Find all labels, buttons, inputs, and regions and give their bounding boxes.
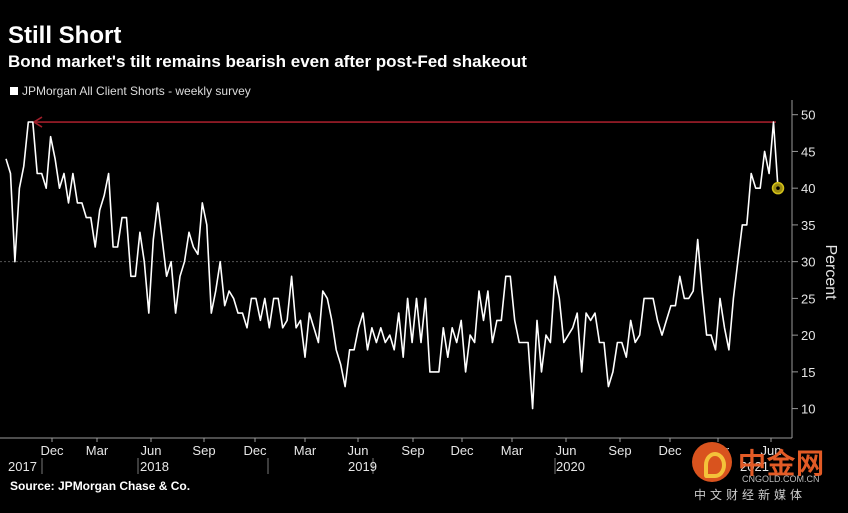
x-tick-label: Sep [401,443,424,458]
year-label: 2021 [740,459,769,474]
x-tick-label: Mar [501,443,524,458]
watermark-name: 中金网 [738,448,826,479]
reference-arrow-icon [32,116,43,128]
x-tick-label: Jun [556,443,577,458]
chart-title: Still Short [8,22,122,49]
y-tick-label: 40 [801,181,815,196]
watermark-tagline: 中文财经新媒体 [694,488,807,502]
y-tick-label: 20 [801,328,815,343]
cngold-logo-icon [692,442,732,482]
legend-swatch [10,87,18,95]
x-tick-label: Mar [86,443,109,458]
year-label: 2018 [140,459,169,474]
x-axis: DecMarJunSepDecMarJunSepDecMarJunSepDecM… [0,437,792,474]
x-tick-label: Dec [40,443,64,458]
y-axis: 10 15 20 25 30 35 40 45 50 [791,100,815,438]
y-tick-label: 30 [801,255,815,270]
x-tick-label: Sep [608,443,631,458]
x-tick-label: Mar [294,443,317,458]
source-note: Source: JPMorgan Chase & Co. [10,479,191,493]
watermark-url: CNGOLD.COM.CN [742,474,820,484]
x-tick-label: Jun [348,443,369,458]
y-tick-label: 50 [801,108,815,123]
series-group [5,121,785,410]
series-line-all-client-shorts [5,121,779,410]
x-tick-label: Dec [243,443,267,458]
year-label: 2017 [8,459,37,474]
x-tick-label: Dec [658,443,682,458]
y-tick-label: 15 [801,365,815,380]
y-tick-label: 10 [801,402,815,417]
y-tick-label: 35 [801,218,815,233]
latest-point-dot [776,186,780,190]
x-tick-label: Sep [192,443,215,458]
chart-subtitle: Bond market's tilt remains bearish even … [8,52,527,71]
reference-line-group [32,116,776,128]
y-tick-label: 25 [801,291,815,306]
y-tick-label: 45 [801,144,815,159]
legend-label: JPMorgan All Client Shorts - weekly surv… [22,84,251,98]
year-label: 2020 [556,459,585,474]
x-tick-label: Jun [761,443,782,458]
watermark: 中金网 CNGOLD.COM.CN 中文财经新媒体 [690,440,840,506]
legend: JPMorgan All Client Shorts - weekly surv… [10,84,251,98]
year-label: 2019 [348,459,377,474]
y-axis-label: Percent [822,244,839,300]
x-tick-label: Jun [141,443,162,458]
x-tick-label: Dec [450,443,474,458]
